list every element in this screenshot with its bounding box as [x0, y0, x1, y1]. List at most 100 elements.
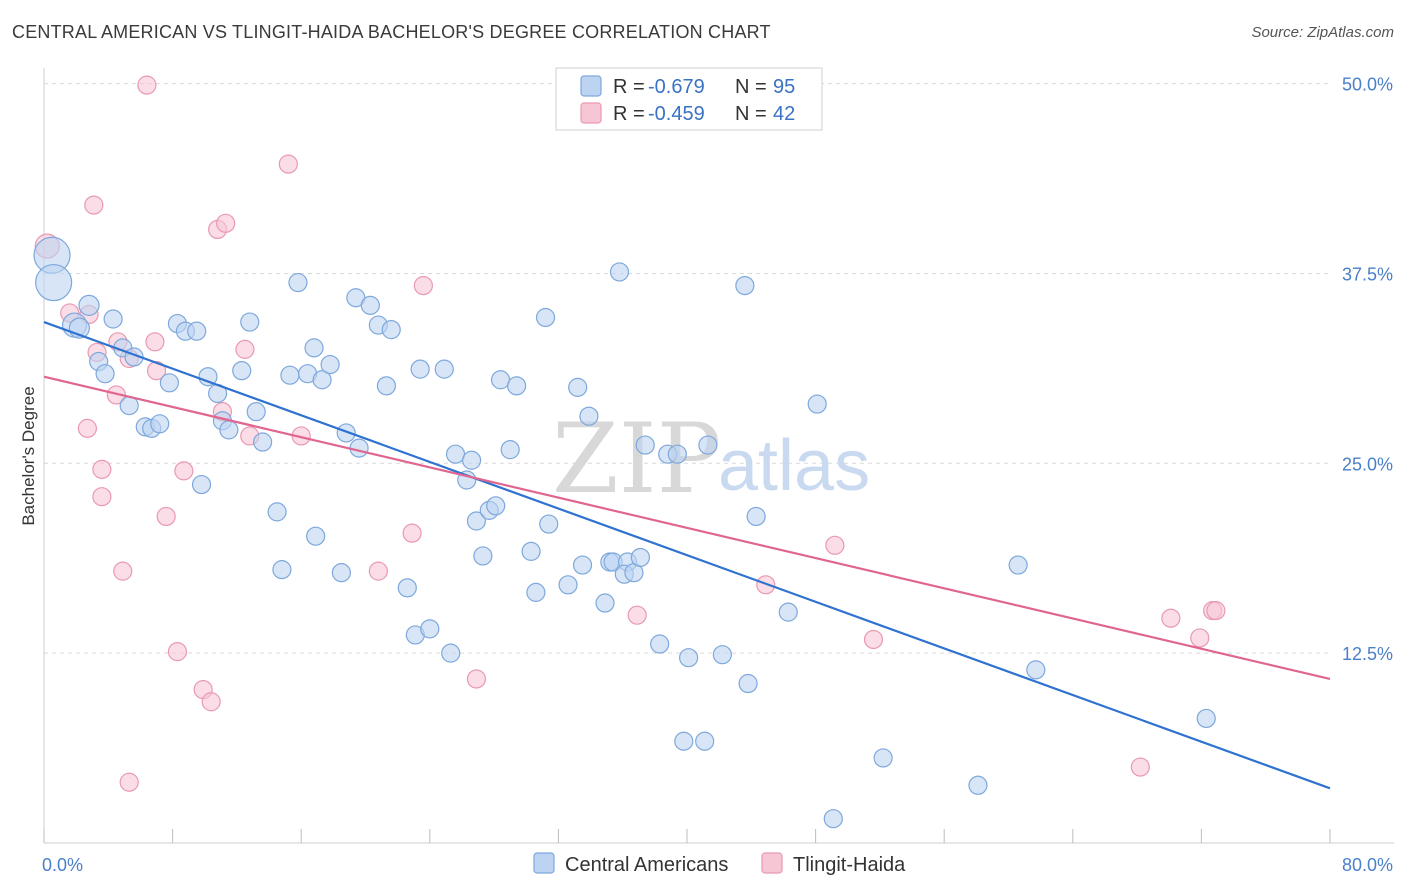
- central-americans-point-37: [331, 563, 351, 583]
- legend-r-label-2: R =: [613, 103, 645, 125]
- tlingit-haida-point-40: [1190, 628, 1210, 648]
- central-americans-point-51: [445, 444, 466, 464]
- legend-swatch-tlingit-haida: [580, 102, 602, 124]
- central-americans-point-4: [78, 294, 100, 316]
- y-tick-label-1: 12.5%: [1342, 644, 1393, 664]
- tlingit-haida-point-29: [368, 561, 388, 581]
- bottom-legend-swatch-central-americans: [533, 852, 555, 874]
- trend-lines: [43, 321, 1331, 790]
- central-americans-point-18: [187, 321, 207, 341]
- central-americans-point-15: [159, 373, 179, 393]
- correlation-legend: R = -0.679 N = 95 R = -0.459 N = 42: [555, 67, 823, 131]
- tlingit-haida-point-8: [77, 418, 98, 438]
- tlingit-haida-point-12: [113, 561, 133, 581]
- tlingit-haida-point-37: [863, 629, 884, 650]
- bottom-legend-central-americans: Central Americans: [565, 854, 728, 876]
- central-americans-point-71: [609, 262, 630, 282]
- central-americans-point-31: [288, 272, 308, 293]
- central-americans-point-24: [240, 312, 260, 332]
- legend-r-value-1: -0.679: [648, 76, 705, 98]
- y-tick-label-3: 37.5%: [1342, 264, 1393, 284]
- tlingit-haida-point-25: [235, 339, 255, 359]
- x-tick-label-1: 0.0%: [42, 855, 83, 875]
- central-americans-point-41: [360, 295, 380, 315]
- central-americans-point-39: [349, 438, 369, 458]
- central-americans-point-19: [198, 367, 218, 387]
- central-americans-point-27: [191, 474, 212, 495]
- tlingit-haida-point-39: [1161, 608, 1181, 628]
- tlingit-haida-point-18: [167, 642, 188, 662]
- central-americans-point-36: [306, 526, 326, 546]
- central-americans-trend-line: [43, 321, 1331, 790]
- tlingit-haida-point-34: [627, 605, 647, 625]
- tlingit-haida-point-31: [413, 275, 433, 296]
- tlingit-haida-point-13: [119, 772, 139, 792]
- central-americans-point-45: [397, 578, 417, 598]
- central-americans-point-95: [1026, 660, 1046, 680]
- central-americans-point-53: [461, 450, 482, 470]
- central-americans-point-82: [679, 648, 699, 668]
- central-americans-point-80: [667, 444, 687, 464]
- y-tick-label-4: 50.0%: [1342, 75, 1393, 95]
- central-americans-point-94: [1008, 555, 1028, 575]
- central-americans-point-43: [381, 320, 401, 340]
- central-americans-point-23: [232, 361, 252, 381]
- tlingit-haida-point-32: [466, 669, 487, 689]
- central-americans-point-30: [280, 365, 300, 385]
- central-americans-point-86: [735, 275, 755, 296]
- tlingit-haida-point-10: [92, 487, 112, 507]
- tlingit-haida-point-27: [278, 154, 298, 174]
- central-americans-point-89: [778, 602, 798, 622]
- bottom-legend-swatch-tlingit-haida: [761, 852, 783, 874]
- legend-r-value-2: -0.459: [648, 103, 705, 125]
- central-americans-point-49: [434, 359, 454, 379]
- central-americans-point-10: [95, 364, 115, 384]
- central-americans-point-48: [420, 619, 440, 639]
- central-americans-point-29: [272, 560, 292, 580]
- central-americans-point-33: [304, 338, 324, 358]
- central-americans-point-60: [507, 376, 527, 396]
- central-americans-point-83: [695, 731, 715, 751]
- central-americans-point-2: [35, 263, 73, 302]
- watermark-zip: ZIP: [552, 403, 721, 515]
- central-americans-point-67: [572, 555, 593, 575]
- central-americans-point-92: [873, 748, 893, 768]
- tlingit-haida-point-30: [402, 523, 422, 543]
- central-americans-point-14: [150, 414, 170, 434]
- central-americans-point-69: [595, 593, 615, 613]
- x-tick-label-2: 80.0%: [1342, 855, 1393, 875]
- central-americans-point-47: [410, 359, 430, 379]
- central-americans-point-55: [473, 546, 493, 566]
- central-americans-point-63: [535, 307, 556, 328]
- central-americans-point-38: [336, 423, 356, 443]
- tlingit-haida-point-9: [92, 459, 112, 479]
- chart-title: CENTRAL AMERICAN VS TLINGIT-HAIDA BACHEL…: [12, 22, 771, 42]
- central-americans-point-50: [441, 643, 461, 663]
- series-legend: Central Americans Tlingit-Haida: [533, 852, 906, 876]
- y-tick-labels: 12.5% 25.0% 37.5% 50.0%: [1342, 75, 1393, 665]
- tlingit-haida-point-19: [174, 461, 194, 481]
- tlingit-haida-point-11: [84, 195, 104, 215]
- central-americans-point-58: [490, 370, 511, 390]
- tlingit-haida-point-42: [1206, 601, 1226, 621]
- central-americans-point-91: [823, 809, 843, 829]
- central-americans-point-64: [539, 514, 559, 534]
- central-americans-point-57: [486, 496, 506, 516]
- central-americans-point-68: [579, 406, 599, 426]
- watermark-atlas: atlas: [718, 426, 870, 506]
- legend-n-label-2: N =: [735, 103, 767, 125]
- watermark: ZIP atlas: [552, 403, 870, 515]
- tlingit-haida-point-21: [201, 692, 221, 712]
- tlingit-haida-trend-line: [43, 375, 1331, 681]
- central-americans-point-85: [712, 645, 732, 665]
- central-americans-point-88: [746, 506, 766, 527]
- series-central-americans-points: [33, 236, 1216, 829]
- central-americans-point-84: [698, 435, 718, 455]
- central-americans-point-81: [674, 731, 694, 751]
- central-americans-point-34: [312, 370, 332, 390]
- bottom-legend-tlingit-haida: Tlingit-Haida: [793, 854, 906, 876]
- tlingit-haida-point-14: [137, 75, 157, 95]
- central-americans-point-66: [568, 377, 588, 397]
- x-tick-labels: 0.0% 80.0%: [42, 855, 1393, 875]
